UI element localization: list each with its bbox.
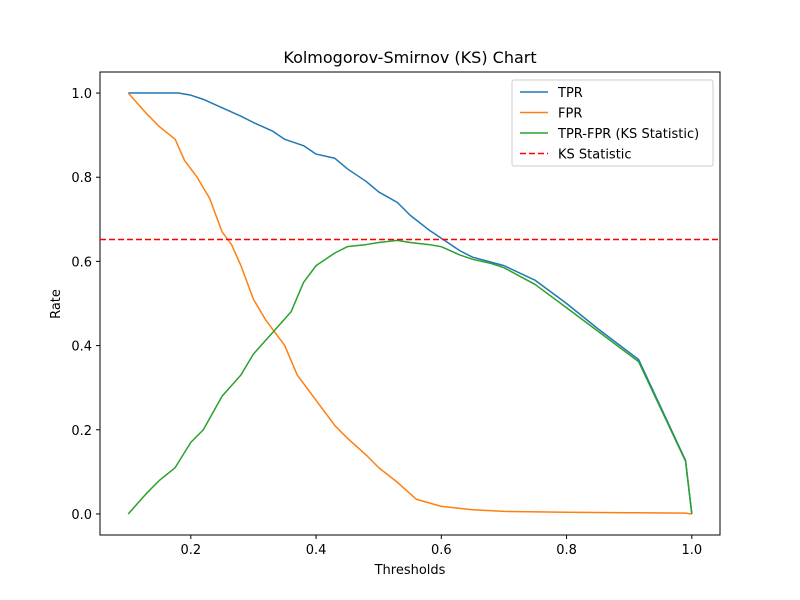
x-tick-label: 0.8 bbox=[556, 543, 577, 558]
axes-frame bbox=[99, 71, 721, 536]
y-tick-label: 0.0 bbox=[71, 508, 92, 523]
chart-title: Kolmogorov-Smirnov (KS) Chart bbox=[283, 48, 536, 67]
x-tick-label: 0.4 bbox=[306, 543, 327, 558]
series-line-tpr-fpr-ks-statistic bbox=[127, 239, 693, 515]
legend-label: KS Statistic bbox=[558, 148, 632, 163]
y-tick-label: 0.4 bbox=[71, 340, 92, 355]
y-tick-label: 1.0 bbox=[71, 87, 92, 102]
y-axis-label: Rate bbox=[49, 289, 64, 319]
y-axis-ticks: 0.0 0.2 0.4 0.6 0.8 1.0 bbox=[71, 87, 100, 523]
x-axis-label: Thresholds bbox=[374, 563, 446, 578]
y-tick-label: 0.6 bbox=[71, 255, 92, 270]
legend-label: TPR-FPR (KS Statistic) bbox=[557, 127, 699, 142]
y-tick-label: 0.2 bbox=[71, 424, 92, 439]
x-tick-label: 0.6 bbox=[431, 543, 452, 558]
legend-label: FPR bbox=[558, 107, 582, 122]
legend-entries: TPR FPR TPR-FPR (KS Statistic) KS Statistic bbox=[520, 86, 699, 163]
x-tick-label: 1.0 bbox=[681, 543, 702, 558]
legend-box bbox=[511, 79, 714, 167]
legend-label: TPR bbox=[557, 86, 583, 101]
y-tick-label: 0.8 bbox=[71, 171, 92, 186]
series-line-tpr bbox=[128, 92, 693, 515]
x-axis-ticks: 0.2 0.4 0.6 0.8 1.0 bbox=[180, 535, 702, 558]
series-layer bbox=[100, 92, 720, 515]
series-line-fpr bbox=[127, 92, 692, 515]
legend: TPR FPR TPR-FPR (KS Statistic) KS Statistic bbox=[511, 79, 714, 167]
x-tick-label: 0.2 bbox=[180, 543, 201, 558]
